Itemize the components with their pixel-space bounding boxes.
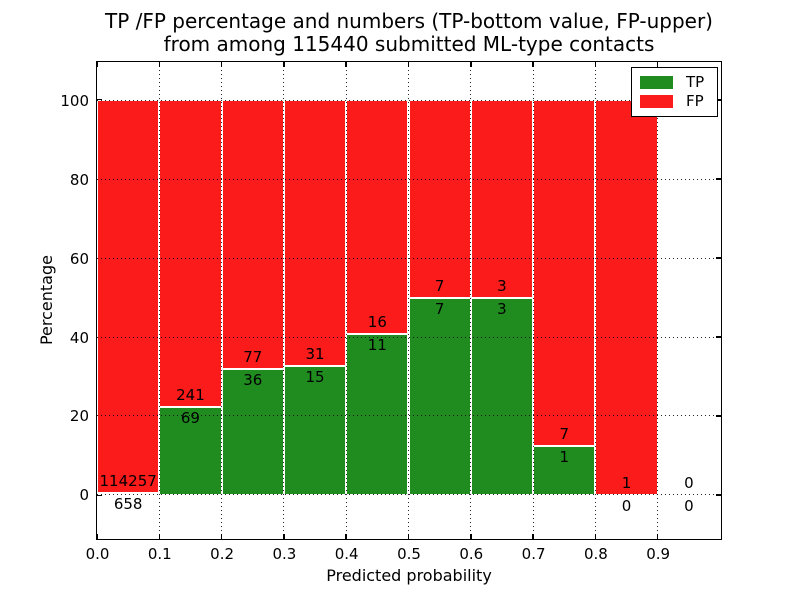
- gridline-vertical: [657, 62, 659, 539]
- fp-color-swatch: [640, 95, 673, 109]
- plot-area: TP FP 114257 658 241 69 77 36 31 15 16 11 7 7 3 3 7 1 1 0…: [96, 61, 722, 540]
- y-tick-label: 100: [60, 91, 89, 110]
- bar-segment-tp: [97, 492, 160, 495]
- gridline-vertical: [594, 62, 596, 539]
- bar-segment-tp: [533, 445, 596, 495]
- tp-count-label: 0: [684, 496, 694, 515]
- tp-count-label: 0: [621, 496, 632, 515]
- tp-color-swatch: [640, 75, 673, 89]
- y-tick-label: 0: [79, 486, 89, 505]
- fp-count-label: 0: [684, 473, 694, 492]
- bar-segment-tp: [283, 366, 347, 495]
- legend: TP FP: [631, 67, 718, 117]
- tp-count-label: 1: [559, 447, 570, 466]
- x-tick-label: 0.6: [459, 544, 484, 563]
- x-tick-label: 0.5: [397, 544, 421, 563]
- fp-count-label: 7: [434, 276, 445, 295]
- bar-segment-fp: [408, 100, 471, 298]
- bar-segment-fp: [470, 100, 534, 298]
- chart-title-line2: from among 115440 submitted ML-type cont…: [163, 32, 655, 56]
- bar-segment-tp: [159, 407, 222, 495]
- y-axis-label: Percentage: [37, 255, 56, 346]
- gridline-horizontal: [97, 99, 721, 101]
- bar-segment-fp: [346, 100, 409, 335]
- gridline-horizontal: [97, 415, 721, 417]
- tp-count-label: 36: [243, 371, 263, 390]
- gridline-horizontal: [97, 257, 721, 259]
- tp-count-label: 3: [497, 299, 507, 318]
- gridline-horizontal: [97, 494, 721, 496]
- x-tick-label: 0.4: [334, 544, 359, 563]
- tp-count-label: 11: [367, 336, 387, 355]
- x-tick-label: 0.0: [85, 544, 110, 563]
- x-tick-bottom: [96, 534, 98, 539]
- gridline-vertical: [345, 62, 347, 539]
- bar-segment-tp: [221, 369, 284, 495]
- gridline-horizontal: [97, 336, 721, 338]
- fp-count-label: 77: [243, 348, 263, 367]
- tp-count-label: 69: [180, 409, 200, 428]
- gridline-vertical: [532, 62, 534, 539]
- gridline-horizontal: [97, 178, 721, 180]
- x-tick-label: 0.3: [272, 544, 297, 563]
- y-tick-label: 80: [69, 170, 89, 189]
- y-tick-label: 40: [69, 328, 89, 347]
- legend-label-fp: FP: [686, 92, 704, 111]
- legend-label-tp: TP: [686, 72, 705, 91]
- fp-count-label: 114257: [99, 471, 157, 490]
- legend-item-fp: FP: [632, 94, 717, 109]
- bar-segment-tp: [408, 297, 471, 495]
- chart-title-line1: TP /FP percentage and numbers (TP-bottom…: [105, 9, 713, 33]
- bar-segment-fp: [533, 100, 596, 446]
- x-tick-label: 0.7: [521, 544, 546, 563]
- x-tick-label: 0.8: [583, 544, 608, 563]
- fp-count-label: 1: [621, 473, 632, 492]
- gridline-vertical: [470, 62, 472, 539]
- fp-count-label: 7: [559, 424, 570, 443]
- fp-count-label: 3: [497, 276, 507, 295]
- fp-count-label: 31: [305, 345, 325, 364]
- legend-item-tp: TP: [632, 72, 717, 91]
- fp-count-label: 16: [367, 313, 387, 332]
- gridline-vertical: [221, 62, 223, 539]
- y-tick-label: 60: [69, 249, 89, 268]
- tp-count-label: 7: [434, 299, 445, 318]
- x-tick-label: 0.9: [646, 544, 671, 563]
- bar-segment-tp: [346, 334, 409, 495]
- bar-segment-fp: [221, 100, 284, 370]
- y-tick-label: 20: [69, 407, 89, 426]
- chart-title: TP /FP percentage and numbers (TP-bottom…: [96, 10, 722, 56]
- x-tick-label: 0.2: [210, 544, 235, 563]
- bar-segment-fp: [595, 100, 658, 495]
- gridline-vertical: [158, 62, 160, 539]
- bar-segment-fp: [159, 100, 222, 408]
- bar-segment-fp: [283, 100, 347, 367]
- gridline-vertical: [408, 62, 409, 539]
- x-axis-label: Predicted probability: [326, 566, 492, 585]
- x-tick-top: [96, 62, 98, 67]
- tp-count-label: 15: [305, 368, 325, 387]
- gridline-vertical: [283, 62, 285, 539]
- bar-segment-tp: [470, 297, 534, 495]
- bar-segment-fp: [97, 100, 160, 493]
- fp-count-label: 241: [176, 386, 205, 405]
- x-tick-label: 0.1: [147, 544, 172, 563]
- tp-count-label: 658: [113, 494, 143, 513]
